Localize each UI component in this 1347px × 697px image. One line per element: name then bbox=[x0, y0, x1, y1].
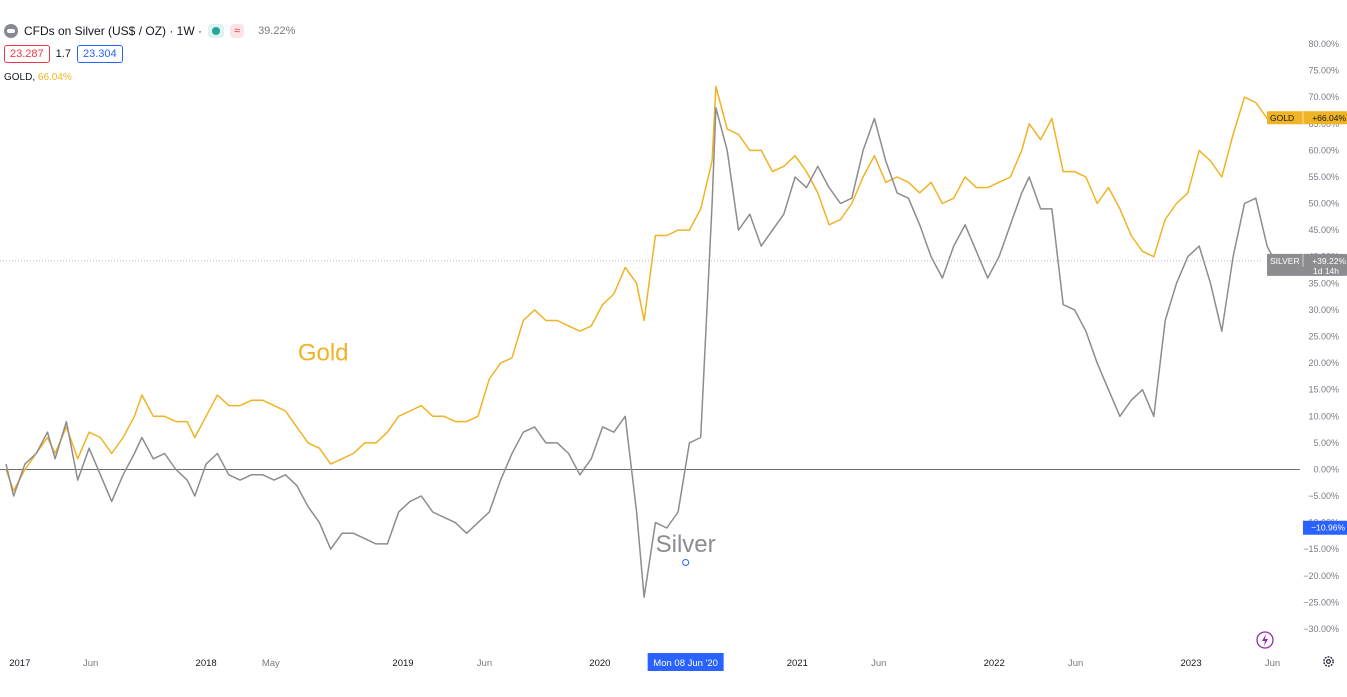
y-tick-label: 35.00% bbox=[1308, 278, 1339, 288]
x-tick-label: 2022 bbox=[984, 658, 1005, 669]
y-tick-label: −25.00% bbox=[1303, 597, 1339, 607]
y-tick-label: −5.00% bbox=[1308, 491, 1339, 501]
green-dot-icon bbox=[212, 27, 221, 35]
y-tick-label: 55.00% bbox=[1308, 172, 1339, 182]
price-label-name: SILVER bbox=[1270, 256, 1300, 266]
chart-annotation[interactable]: Gold bbox=[298, 339, 349, 366]
compare-value: 66.04% bbox=[37, 72, 72, 83]
y-tick-label: 75.00% bbox=[1308, 66, 1339, 76]
x-tick-label: Jun bbox=[871, 658, 886, 669]
x-tick-label: Jun bbox=[1068, 658, 1083, 669]
price-label-countdown: 1d 14h bbox=[1313, 266, 1339, 276]
x-tick-label: 2018 bbox=[196, 658, 217, 669]
compare-legend[interactable]: GOLD, 66.04% bbox=[4, 72, 72, 83]
y-tick-label: −20.00% bbox=[1303, 571, 1339, 581]
crosshair-layer: Mon 08 Jun '20 −10.96% bbox=[647, 520, 1347, 671]
x-tick-label: Jun bbox=[477, 658, 492, 669]
y-tick-label: 80.00% bbox=[1308, 39, 1339, 49]
y-tick-label: 45.00% bbox=[1308, 225, 1339, 235]
zero-line-layer bbox=[0, 260, 1300, 470]
x-tick-label: 2019 bbox=[392, 658, 413, 669]
cloud-icon[interactable] bbox=[4, 24, 18, 38]
symbol-change: 39.22% bbox=[258, 25, 296, 37]
crosshair-time-label: Mon 08 Jun '20 bbox=[653, 658, 718, 669]
chart-legend: CFDs on Silver (US$ / OZ) · 1W · ≈ 39.22… bbox=[4, 24, 295, 38]
series-layer bbox=[5, 85, 1281, 598]
price-label-name: GOLD bbox=[1270, 113, 1294, 123]
crosshair-price-label-bg bbox=[1303, 520, 1347, 535]
x-tick-label: 2020 bbox=[589, 658, 610, 669]
price-label-value: +66.04% bbox=[1312, 113, 1346, 123]
spread-value: 1.7 bbox=[55, 48, 71, 60]
price-label-bg bbox=[1267, 253, 1347, 276]
ask-button[interactable]: 23.304 bbox=[76, 45, 123, 63]
x-tick-label: Jun bbox=[83, 658, 98, 669]
y-tick-label: 20.00% bbox=[1308, 358, 1339, 368]
compare-symbol: GOLD, bbox=[4, 72, 36, 83]
y-tick-label: −30.00% bbox=[1303, 624, 1339, 634]
price-label-bg bbox=[1267, 111, 1347, 125]
x-tick-label: May bbox=[262, 658, 280, 669]
symbol-title[interactable]: CFDs on Silver (US$ / OZ) · 1W · bbox=[24, 24, 203, 38]
lightning-icon[interactable] bbox=[1256, 631, 1274, 649]
x-tick-label: 2017 bbox=[9, 658, 30, 669]
y-axis-labels: 80.00%75.00%70.00%65.00%60.00%55.00%50.0… bbox=[1303, 39, 1339, 634]
y-tick-label: 10.00% bbox=[1308, 411, 1339, 421]
y-tick-label: −15.00% bbox=[1303, 544, 1339, 554]
annotations-layer: Gold Silver bbox=[298, 339, 716, 567]
x-tick-label: 2023 bbox=[1180, 658, 1201, 669]
price-label-value: +39.22% bbox=[1312, 256, 1346, 266]
approx-glyph: ≈ bbox=[234, 25, 241, 37]
y-tick-label: 60.00% bbox=[1308, 145, 1339, 155]
y-tick-label: 5.00% bbox=[1313, 438, 1339, 448]
price-label-layer: GOLD +66.04% SILVER +39.22%1d 14h bbox=[1267, 111, 1347, 276]
y-tick-label: 30.00% bbox=[1308, 305, 1339, 315]
series-line-0 bbox=[5, 85, 1275, 492]
annotation-anchor-point[interactable] bbox=[682, 559, 690, 567]
y-tick-label: 25.00% bbox=[1308, 332, 1339, 342]
bid-button[interactable]: 23.287 bbox=[4, 45, 50, 63]
y-tick-label: 15.00% bbox=[1308, 385, 1339, 395]
crosshair-time-label-bg bbox=[647, 653, 724, 671]
y-tick-label: 70.00% bbox=[1308, 92, 1339, 102]
red-approx-icon[interactable]: ≈ bbox=[230, 24, 245, 38]
quote-row: 23.287 1.7 23.304 bbox=[4, 45, 123, 63]
y-tick-label: 0.00% bbox=[1313, 464, 1339, 474]
chart-annotation[interactable]: Silver bbox=[656, 531, 716, 558]
x-tick-label: 2021 bbox=[787, 658, 808, 669]
gear-icon[interactable] bbox=[1322, 655, 1335, 668]
crosshair-price-label: −10.96% bbox=[1311, 523, 1345, 533]
y-tick-label: 50.00% bbox=[1308, 199, 1339, 209]
series-line-1 bbox=[5, 107, 1276, 598]
market-status-badge[interactable] bbox=[208, 24, 225, 38]
x-tick-label: Jun bbox=[1265, 658, 1280, 669]
x-axis-labels: 2017 Jun 2018 May 2019 Jun 2020 2021 Jun 2022 Jun 2… bbox=[9, 658, 1280, 669]
